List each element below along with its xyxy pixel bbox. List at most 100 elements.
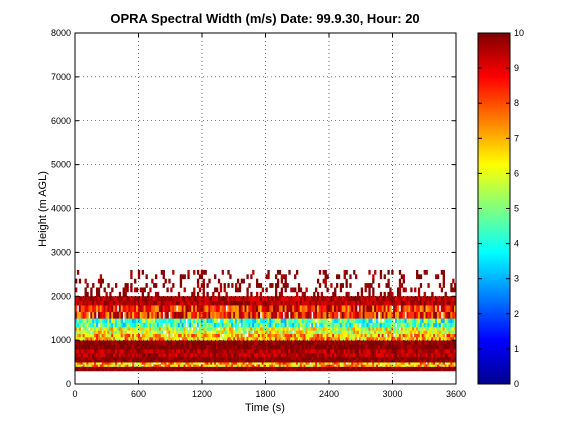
heatmap-cell — [288, 336, 291, 341]
heatmap-cell — [318, 362, 322, 365]
heatmap-cell — [328, 359, 331, 363]
heatmap-cell — [181, 364, 184, 367]
heatmap-cell — [290, 333, 293, 338]
heatmap-cell — [395, 366, 398, 370]
heatmap-cell — [263, 359, 266, 363]
heatmap-cell — [227, 368, 230, 372]
heatmap-cell — [168, 356, 171, 360]
heatmap-cell — [334, 356, 337, 360]
heatmap-cell — [402, 300, 405, 306]
heatmap-cell — [404, 287, 407, 293]
heatmap-cell — [118, 352, 122, 358]
heatmap-cell — [316, 326, 320, 331]
heatmap-cell — [193, 356, 196, 360]
heatmap-cell — [452, 359, 455, 363]
heatmap-cell — [334, 333, 337, 338]
heatmap-cell — [134, 311, 137, 319]
heatmap-cell — [76, 359, 80, 363]
heatmap-cell — [217, 356, 221, 360]
heatmap-cell — [271, 311, 274, 319]
heatmap-cell — [425, 364, 428, 367]
heatmap-cell — [99, 364, 103, 367]
heatmap-cell — [353, 333, 356, 338]
heatmap-cell — [101, 318, 104, 323]
heatmap-cell — [414, 344, 417, 350]
heatmap-cell — [255, 348, 259, 354]
heatmap-cell — [139, 318, 143, 323]
heatmap-cell — [214, 326, 217, 331]
heatmap-cell — [299, 344, 303, 350]
x-tick-label: 1800 — [255, 389, 275, 399]
heatmap-cell — [416, 269, 419, 275]
heatmap-cell — [375, 366, 379, 370]
heatmap-cell — [90, 333, 93, 338]
heatmap-cell — [408, 352, 411, 358]
heatmap-cell — [364, 368, 367, 372]
heatmap-cell — [383, 340, 386, 345]
heatmap-cell — [120, 336, 124, 341]
heatmap-cell — [231, 296, 234, 302]
heatmap-cell — [255, 296, 259, 302]
heatmap-cell — [80, 322, 84, 328]
heatmap-cell — [375, 296, 379, 302]
heatmap-cell — [162, 274, 165, 280]
heatmap-cell — [141, 305, 144, 312]
heatmap-cell — [204, 333, 207, 338]
heatmap-cell — [105, 291, 108, 297]
heatmap-cell — [356, 326, 360, 331]
heatmap-cell — [206, 362, 209, 365]
heatmap-cell — [185, 300, 188, 306]
heatmap-cell — [76, 326, 80, 331]
heatmap-cell — [315, 352, 318, 358]
heatmap-cell — [227, 333, 230, 338]
heatmap-cell — [227, 348, 230, 354]
heatmap-cell — [219, 330, 223, 334]
heatmap-cell — [375, 359, 379, 363]
heatmap-cell — [452, 287, 455, 293]
heatmap-cell — [214, 340, 217, 345]
heatmap-cell — [273, 333, 276, 338]
heatmap-cell — [425, 352, 428, 358]
heatmap-cell — [149, 287, 152, 293]
heatmap-cell — [164, 366, 167, 370]
heatmap-cell — [97, 330, 101, 334]
heatmap-cell — [345, 333, 348, 338]
heatmap-cell — [385, 336, 388, 341]
heatmap-cell — [122, 362, 125, 365]
heatmap-cell — [111, 305, 114, 312]
heatmap-cell — [353, 348, 356, 354]
heatmap-cell — [246, 274, 249, 280]
heatmap-cell — [421, 322, 425, 328]
heatmap-cell — [139, 359, 143, 363]
heatmap-cell — [189, 362, 192, 365]
heatmap-cell — [151, 368, 154, 372]
heatmap-cell — [360, 296, 364, 302]
heatmap-cell — [393, 330, 396, 334]
heatmap-cell — [250, 318, 253, 323]
heatmap-cell — [233, 348, 236, 354]
heatmap-cell — [236, 322, 240, 328]
heatmap-cell — [120, 366, 124, 370]
heatmap-cell — [400, 362, 404, 365]
heatmap-cell — [156, 366, 160, 370]
heatmap-cell — [105, 300, 108, 306]
heatmap-cell — [97, 291, 101, 297]
heatmap-cell — [240, 311, 244, 319]
heatmap-cell — [435, 356, 438, 360]
heatmap-cell — [341, 326, 344, 331]
heatmap-cell — [299, 348, 303, 354]
heatmap-cell — [368, 366, 371, 370]
heatmap-cell — [206, 336, 209, 341]
heatmap-cell — [393, 296, 396, 302]
heatmap-cell — [427, 305, 430, 312]
heatmap-cell — [252, 333, 255, 338]
heatmap-cell — [400, 359, 404, 363]
heatmap-cell — [307, 296, 310, 302]
heatmap-cell — [278, 296, 282, 302]
heatmap-cell — [236, 326, 240, 331]
heatmap-cell — [82, 305, 85, 312]
heatmap-cell — [404, 356, 407, 360]
heatmap-cell — [84, 305, 87, 312]
heatmap-cell — [200, 300, 204, 306]
heatmap-cell — [255, 336, 259, 341]
